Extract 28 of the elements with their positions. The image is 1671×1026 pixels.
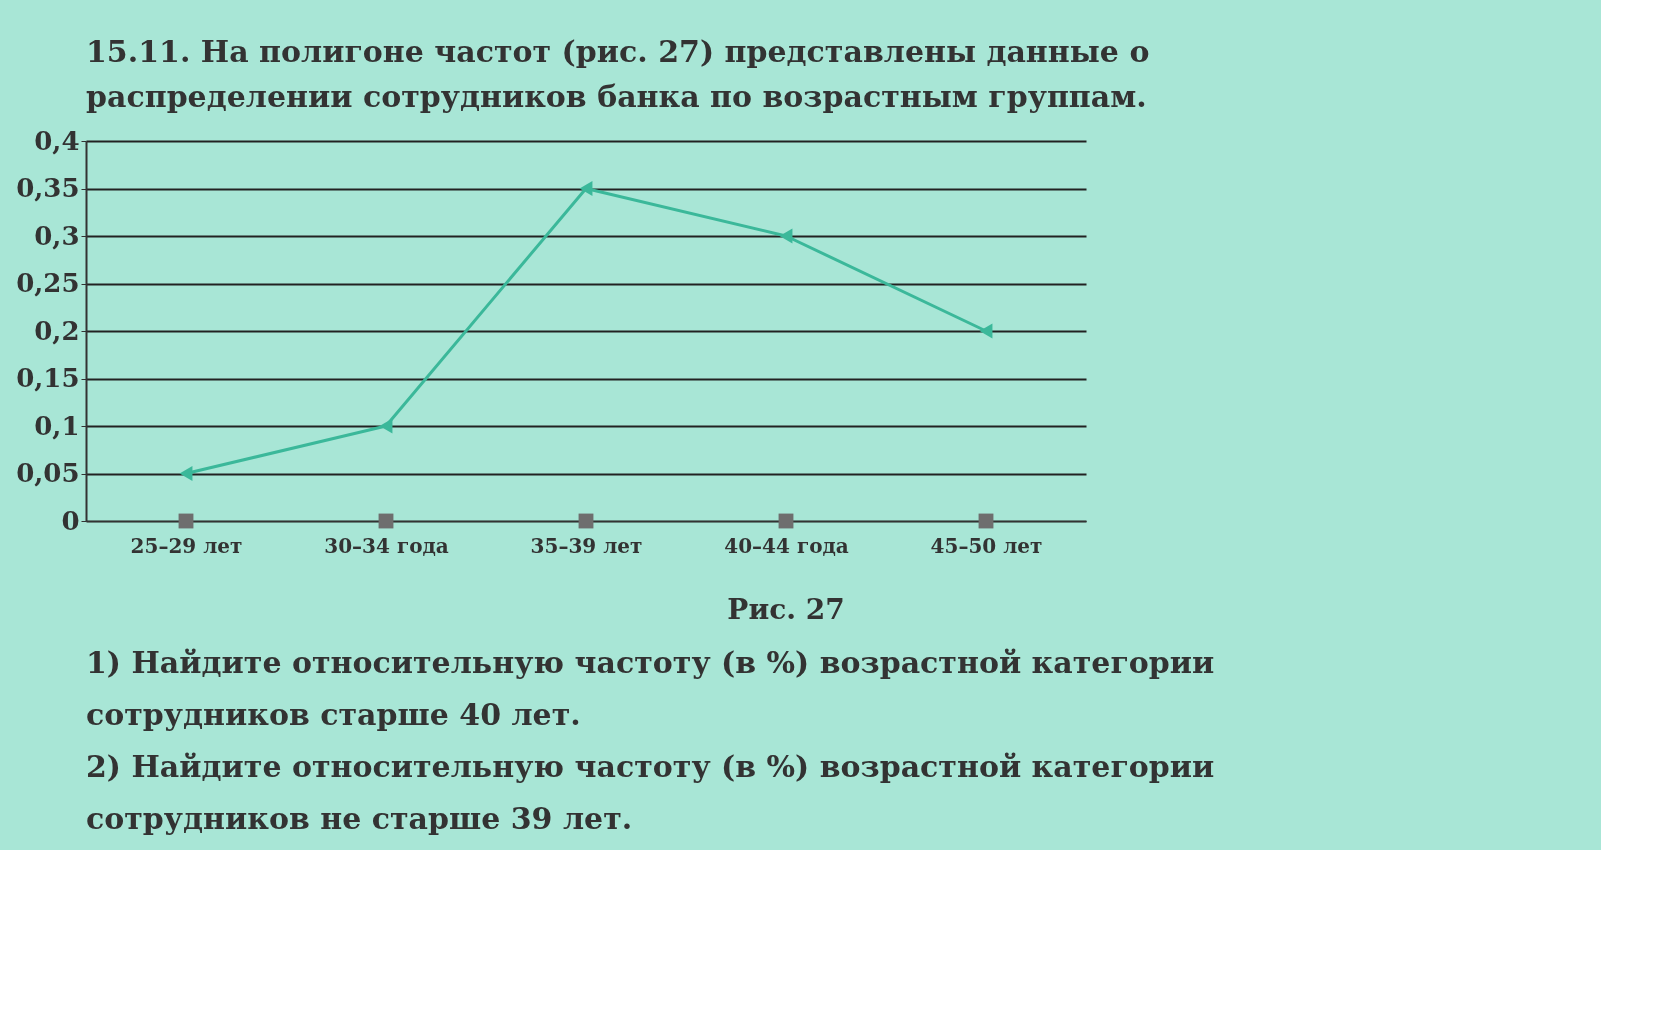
point — [979, 323, 993, 339]
y-tick-label: 0,05 — [16, 458, 80, 488]
x-tick-label: 45–50 лет — [930, 533, 1043, 558]
x-tick-label: 30–34 года — [324, 533, 449, 558]
y-tick-label: 0 — [61, 505, 80, 536]
y-tick-label: 0,15 — [16, 363, 80, 393]
y-tick-label: 0,25 — [16, 268, 80, 298]
y-tick-label: 0,4 — [34, 125, 80, 156]
point — [178, 513, 194, 529]
point — [779, 228, 793, 244]
text: Рис. 27 — [727, 593, 845, 626]
text: 1) Найдите относительную частоту (в %) возрастной категории сотрудников старше 40 лет. — [86, 645, 1215, 732]
y-tick-label: 0,2 — [34, 315, 80, 346]
point — [978, 513, 994, 529]
text: 2) Найдите относительную частоту (в %) возрастной категории сотрудников не старше 39 лет. — [86, 749, 1215, 836]
point — [379, 418, 393, 434]
x-tick-label: 35–39 лет — [530, 533, 643, 558]
y-tick-label: 0,3 — [34, 220, 80, 251]
chart-title: 15.11. На полигоне частот (рис. 27) представлены данные о распределении сотрудников банка по возрастным группам. — [86, 33, 1150, 114]
point — [179, 466, 193, 481]
y-tick-label: 0,1 — [34, 410, 80, 441]
point — [778, 513, 794, 529]
point — [378, 513, 394, 529]
point — [579, 181, 593, 196]
x-tick-label: 40–44 года — [724, 533, 849, 558]
point — [578, 513, 594, 529]
x-tick-label: 25–29 лет — [130, 533, 243, 558]
y-tick-label: 0,35 — [16, 173, 80, 203]
